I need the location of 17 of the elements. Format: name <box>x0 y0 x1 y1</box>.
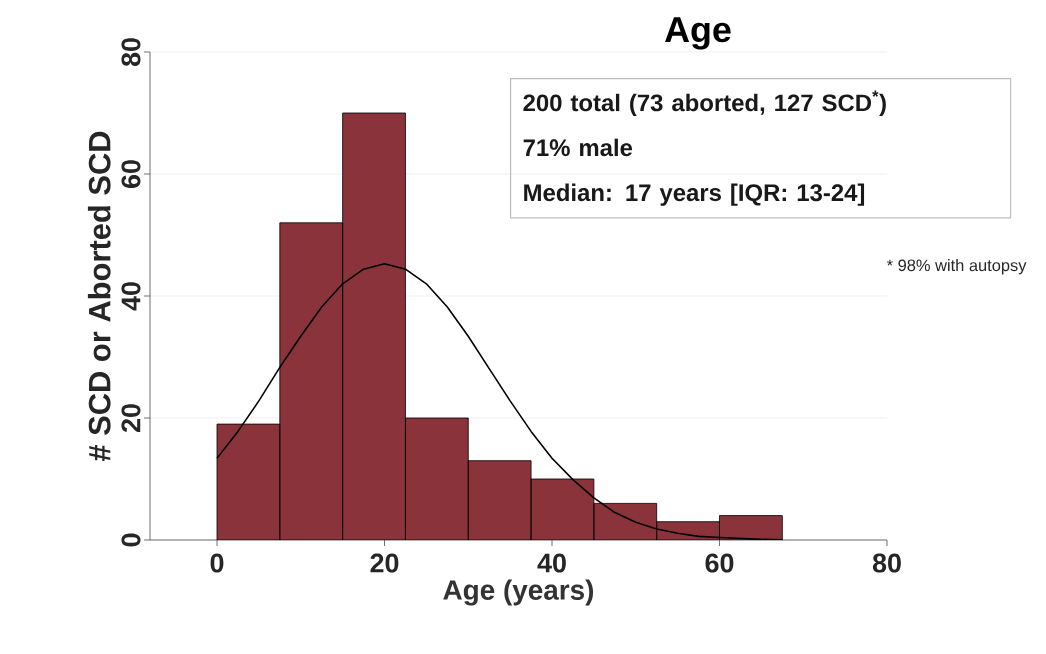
y-axis-title: # SCD or Aborted SCD <box>87 131 111 462</box>
x-axis-title: Age (years) <box>443 579 594 606</box>
y-tick-label: 60 <box>121 160 141 188</box>
y-tick-label: 80 <box>121 38 141 67</box>
y-tick-label: 40 <box>121 282 141 311</box>
chart-title: Age <box>665 17 731 50</box>
x-tick-label: 0 <box>210 553 224 573</box>
x-tick-label: 80 <box>872 553 901 573</box>
y-tick-label: 0 <box>121 533 141 547</box>
annotation: 71% male <box>523 138 633 157</box>
x-tick-label: 60 <box>705 553 734 573</box>
x-tick-label: 40 <box>537 553 566 573</box>
annotation: * 98% with autopsy <box>886 259 1027 275</box>
x-tick-label: 20 <box>370 553 399 573</box>
annotation: Median: 17 years [IQR: 13-24] <box>524 183 865 206</box>
annotation: 200 total (73 aborted, 127 SCD$^{*}$) <box>523 90 886 117</box>
y-tick-label: 20 <box>121 404 141 433</box>
